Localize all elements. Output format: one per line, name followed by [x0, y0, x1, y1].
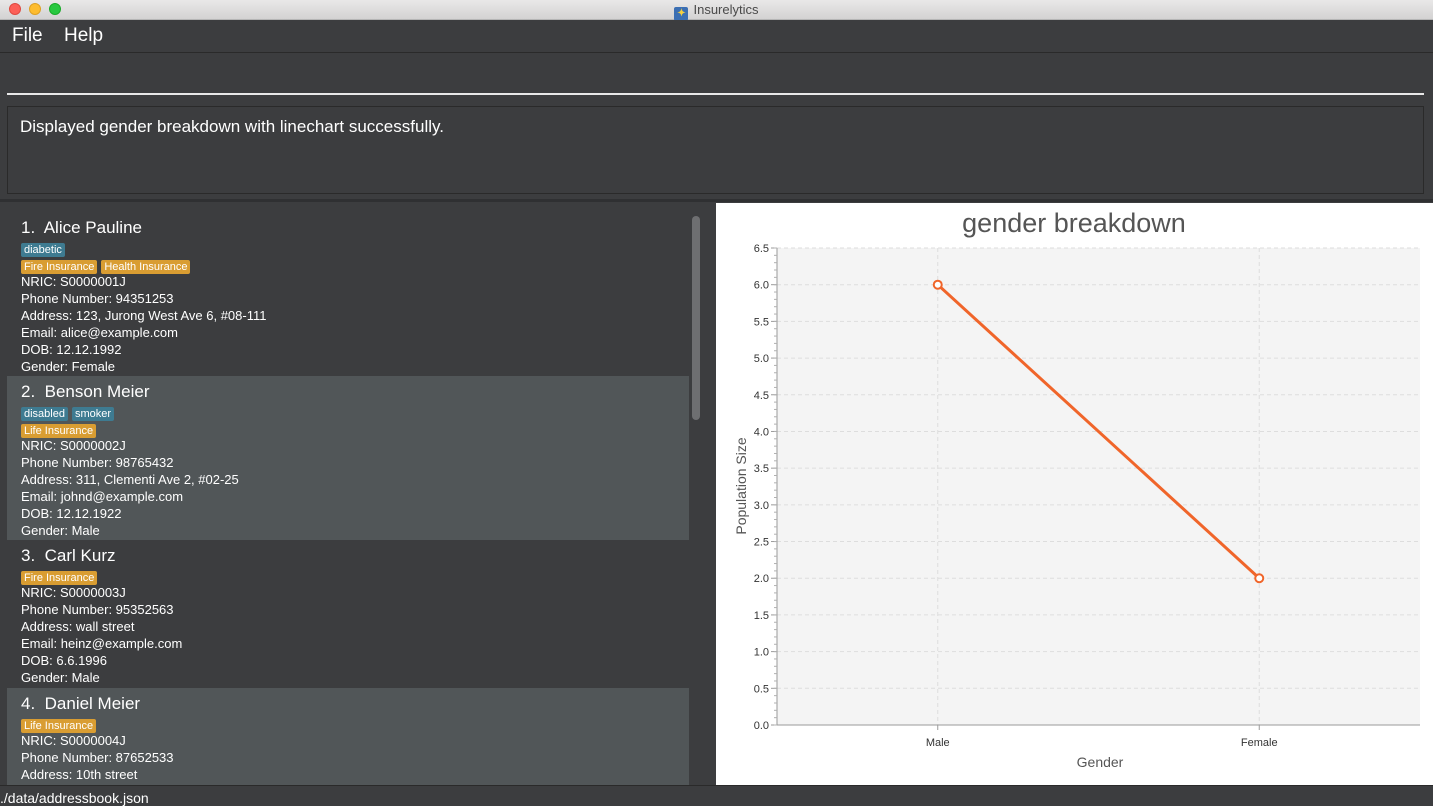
person-gender: Gender: Male — [21, 523, 100, 538]
person-name-row: 1. Alice Pauline — [21, 217, 675, 239]
window-title-text: Insurelytics — [693, 2, 759, 17]
policy-row: Fire Insurance Health Insurance — [21, 257, 675, 274]
close-window-button[interactable] — [9, 3, 21, 15]
policy-tag: Fire Insurance — [21, 260, 98, 274]
person-dob: DOB: 6.6.1996 — [21, 653, 107, 668]
y-tick-label: 0.5 — [754, 683, 769, 695]
person-card[interactable]: 4. Daniel Meier Life Insurance NRIC: S00… — [7, 688, 689, 785]
person-phone: Phone Number: 98765432 — [21, 455, 174, 470]
tag: disabled — [21, 407, 68, 421]
data-point — [1254, 573, 1265, 584]
result-message: Displayed gender breakdown with linechar… — [20, 117, 444, 136]
divider — [0, 199, 1433, 202]
tag: diabetic — [21, 243, 65, 257]
person-email: Email: alice@example.com — [21, 325, 178, 340]
person-name: Carl Kurz — [44, 546, 116, 565]
person-address: Address: 123, Jurong West Ave 6, #08-111 — [21, 308, 267, 323]
y-tick-label: 2.0 — [754, 573, 769, 585]
person-phone: Phone Number: 94351253 — [21, 291, 174, 306]
y-tick-label: 4.5 — [754, 390, 769, 402]
y-tick-label: 3.0 — [754, 500, 769, 512]
y-axis-label: Population Size — [733, 437, 749, 535]
y-tick-label: 6.5 — [754, 243, 769, 255]
person-dob: DOB: 12.12.1922 — [21, 506, 122, 521]
policy-tag: Life Insurance — [21, 424, 97, 438]
minimize-window-button[interactable] — [29, 3, 41, 15]
person-list[interactable]: 1. Alice Pauline diabetic Fire Insurance… — [0, 203, 715, 785]
y-tick-label: 0.0 — [754, 720, 769, 732]
person-email: Email: heinz@example.com — [21, 636, 183, 651]
y-tick-label: 4.0 — [754, 426, 769, 438]
policy-row: Life Insurance — [21, 421, 675, 438]
person-address: Address: wall street — [21, 619, 135, 634]
person-index: 2. — [21, 382, 36, 401]
person-name: Alice Pauline — [43, 218, 142, 237]
menu-bar: File Help — [0, 20, 1433, 53]
app-icon: ✦ — [674, 7, 689, 21]
result-display: Displayed gender breakdown with linechar… — [7, 106, 1424, 194]
person-card[interactable]: 1. Alice Pauline diabetic Fire Insurance… — [7, 212, 689, 376]
y-tick-label: 1.0 — [754, 647, 769, 659]
person-address: Address: 10th street — [21, 767, 138, 782]
person-name-row: 2. Benson Meier — [21, 381, 675, 403]
x-tick-label: Male — [926, 737, 950, 749]
person-address: Address: 311, Clementi Ave 2, #02-25 — [21, 472, 239, 487]
menu-help[interactable]: Help — [64, 25, 104, 46]
person-nric: NRIC: S0000002J — [21, 438, 126, 453]
y-tick-label: 3.5 — [754, 463, 769, 475]
policy-tag: Fire Insurance — [21, 571, 98, 585]
menu-file[interactable]: File — [12, 25, 43, 46]
y-tick-label: 6.0 — [754, 280, 769, 292]
tag-row: disabled smoker — [21, 404, 675, 421]
tag: smoker — [71, 407, 115, 421]
x-tick-label: Female — [1241, 737, 1278, 749]
y-tick-label: 5.0 — [754, 353, 769, 365]
person-email: Email: johnd@example.com — [21, 489, 184, 504]
x-ticks: Male Female — [926, 725, 1278, 749]
person-phone: Phone Number: 95352563 — [21, 602, 174, 617]
series — [932, 279, 1265, 584]
policy-row: Life Insurance — [21, 716, 675, 733]
tag-row: diabetic — [21, 240, 675, 257]
person-gender: Gender: Male — [21, 670, 100, 685]
window-title: ✦ Insurelytics — [0, 2, 1433, 21]
person-index: 4. — [21, 694, 36, 713]
x-axis-label: Gender — [1077, 754, 1124, 770]
save-location: ./data/addressbook.json — [0, 790, 149, 806]
person-nric: NRIC: S0000004J — [21, 733, 126, 748]
person-name-row: 4. Daniel Meier — [21, 693, 675, 715]
person-phone: Phone Number: 87652533 — [21, 750, 174, 765]
chart-panel: gender breakdown 0.0 0.5 1.0 1.5 2.0 2.5 3.0 3.… — [716, 203, 1433, 785]
person-index: 1. — [21, 218, 36, 237]
policy-tag: Health Insurance — [101, 260, 191, 274]
window-titlebar: ✦ Insurelytics — [0, 0, 1433, 21]
person-nric: NRIC: S0000001J — [21, 274, 126, 289]
person-nric: NRIC: S0000003J — [21, 585, 126, 600]
policy-tag: Life Insurance — [21, 719, 97, 733]
person-name: Daniel Meier — [44, 694, 141, 713]
maximize-window-button[interactable] — [49, 3, 61, 15]
person-dob: DOB: 12.12.1992 — [21, 342, 122, 357]
y-tick-label: 2.5 — [754, 537, 769, 549]
list-scrollbar[interactable] — [692, 216, 700, 420]
command-box[interactable] — [0, 54, 1433, 100]
y-tick-label: 5.5 — [754, 316, 769, 328]
person-gender: Gender: Female — [21, 359, 115, 374]
person-card[interactable]: 3. Carl Kurz Fire Insurance NRIC: S00000… — [7, 540, 689, 688]
plot-area — [777, 248, 1420, 725]
y-ticks: 0.0 0.5 1.0 1.5 2.0 2.5 3.0 3.5 4.0 4.5 5.0 5.5 6.0 6… — [754, 243, 777, 732]
status-bar: ./data/addressbook.json — [0, 785, 1433, 806]
person-card[interactable]: 2. Benson Meier disabled smoker Life Insu… — [7, 376, 689, 540]
person-name-row: 3. Carl Kurz — [21, 545, 675, 567]
series-line — [936, 283, 1261, 580]
policy-row: Fire Insurance — [21, 568, 675, 585]
line-chart: gender breakdown 0.0 0.5 1.0 1.5 2.0 2.5 3.0 3.… — [733, 208, 1420, 770]
y-tick-label: 1.5 — [754, 610, 769, 622]
person-name: Benson Meier — [44, 382, 150, 401]
data-point — [932, 279, 943, 290]
chart-title: gender breakdown — [962, 208, 1186, 238]
command-input-underline — [7, 93, 1424, 95]
person-index: 3. — [21, 546, 36, 565]
